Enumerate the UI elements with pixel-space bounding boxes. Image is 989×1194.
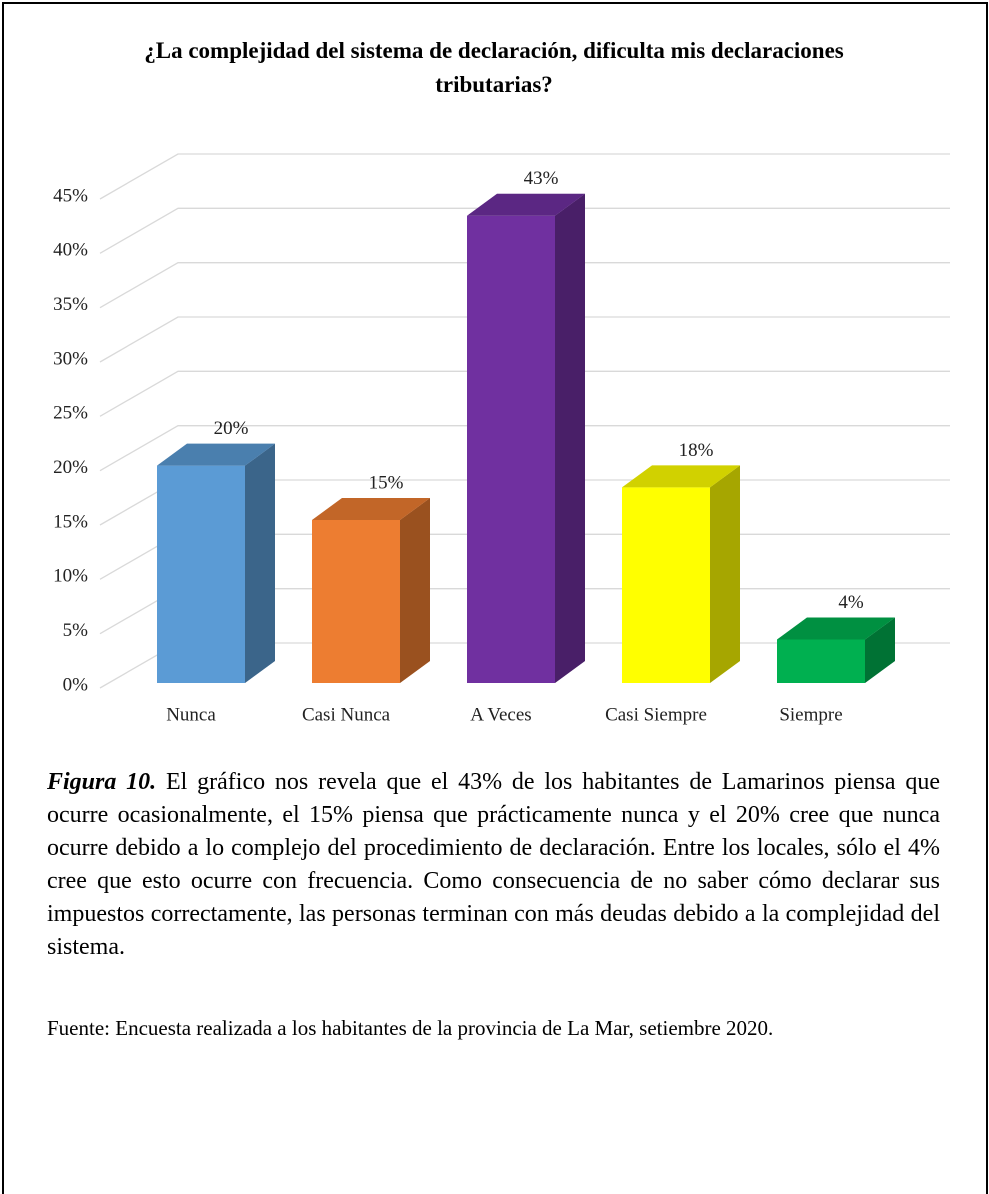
- grid-line: [99, 207, 950, 254]
- bar-side-shade: [245, 443, 275, 683]
- bar-side: [555, 193, 585, 683]
- grid-line: [99, 262, 950, 309]
- value-label: 20%: [214, 418, 249, 439]
- y-tick-label: 45%: [53, 185, 88, 206]
- bar-front: [467, 215, 555, 683]
- bar-top: [777, 617, 895, 640]
- bar: [467, 193, 585, 683]
- bar-top-shade: [777, 617, 895, 640]
- y-tick-label: 10%: [53, 566, 88, 587]
- y-tick-label: 20%: [53, 457, 88, 478]
- value-label: 4%: [838, 592, 864, 613]
- grid-line: [99, 370, 950, 417]
- bar-top: [467, 193, 585, 216]
- value-label: 43%: [524, 168, 559, 189]
- x-tick-label: A Veces: [470, 704, 531, 725]
- bar-side: [245, 443, 275, 683]
- value-label: 15%: [369, 472, 404, 493]
- y-tick-label: 0%: [63, 674, 89, 695]
- bar: [312, 498, 430, 683]
- bar-side-shade: [710, 465, 740, 683]
- x-tick-label: Casi Nunca: [302, 704, 391, 725]
- y-tick-label: 25%: [53, 403, 88, 424]
- bar-front: [622, 487, 710, 683]
- bar-top-shade: [622, 465, 740, 488]
- bar-front: [157, 465, 245, 683]
- x-tick-label: Siempre: [779, 704, 842, 725]
- bar-side-shade: [865, 617, 895, 683]
- caption-text: El gráfico nos revela que el 43% de los …: [47, 769, 941, 960]
- source: Fuente: Encuesta realizada a los habitan…: [47, 1016, 774, 1040]
- y-tick-label: 15%: [53, 511, 88, 532]
- y-tick-label: 30%: [53, 348, 88, 369]
- bar-top-shade: [157, 443, 275, 466]
- grid-line: [99, 153, 950, 200]
- bar-side: [710, 465, 740, 683]
- chart-title: ¿La complejidad del sistema de declaraci…: [144, 38, 844, 97]
- bar-side-shade: [400, 498, 430, 683]
- y-tick-label: 5%: [63, 620, 89, 641]
- bar-front: [777, 639, 865, 683]
- value-label: 18%: [679, 440, 714, 461]
- bar-side: [400, 498, 430, 683]
- x-tick-label: Nunca: [166, 704, 216, 725]
- bar-side: [865, 617, 895, 683]
- x-tick-label: Casi Siempre: [605, 704, 707, 725]
- bar-front: [312, 520, 400, 683]
- bar-top-shade: [467, 193, 585, 216]
- bar-side-shade: [555, 193, 585, 683]
- caption-label: Figura 10.: [47, 769, 157, 795]
- bar-top: [622, 465, 740, 488]
- bar: [157, 443, 275, 683]
- grid-line: [99, 316, 950, 363]
- bar: [777, 617, 895, 683]
- bar-top: [312, 498, 430, 520]
- grid-line: [99, 425, 950, 472]
- bar-top-shade: [312, 498, 430, 520]
- bar-top: [157, 443, 275, 466]
- y-tick-label: 40%: [53, 240, 88, 261]
- caption: Figura 10. El gráfico nos revela que el …: [47, 766, 940, 964]
- bar: [622, 465, 740, 683]
- y-tick-label: 35%: [53, 294, 88, 315]
